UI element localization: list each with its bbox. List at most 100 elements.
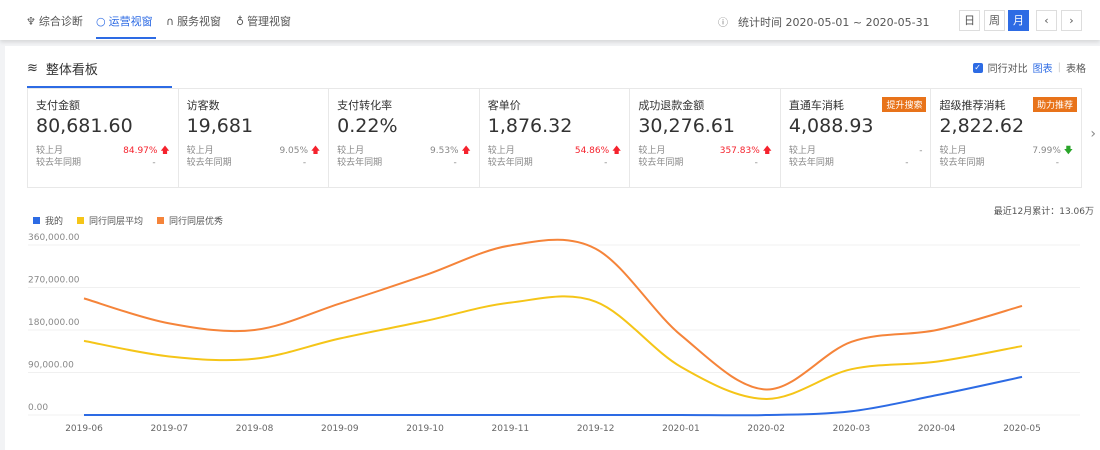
x-tick-label: 2019-10 xyxy=(406,424,444,434)
y-tick-label: 270,000.00 xyxy=(28,276,80,286)
metric-value: 30,276.61 xyxy=(638,115,736,137)
metric-card[interactable]: 访客数 19,681 较上月 9.05% 🡅 较去年同期 - xyxy=(179,89,330,187)
mom-value: 84.97% xyxy=(123,146,158,156)
tab-management[interactable]: ♁ 管理视窗 xyxy=(236,14,292,29)
yoy-value: - xyxy=(754,158,758,168)
mom-value: 54.86% xyxy=(574,146,610,156)
mom-label: 较上月 xyxy=(487,146,515,156)
compare-label: 同行对比 xyxy=(987,64,1028,75)
metric-card[interactable]: 直通车消耗 提升搜索 4,088.93 较上月 - 较去年同期 - xyxy=(781,89,932,187)
legend-item[interactable]: 我的 xyxy=(33,214,63,227)
x-tick-label: 2020-03 xyxy=(833,424,871,434)
promo-badge[interactable]: 提升搜索 xyxy=(882,97,927,112)
yoy-label: 较去年同期 xyxy=(36,158,82,168)
arrow-up-icon: 🡅 xyxy=(157,146,170,156)
x-tick-label: 2019-09 xyxy=(321,424,359,434)
next-button[interactable]: › xyxy=(1061,10,1082,31)
metric-card[interactable]: 客单价 1,876.32 较上月 54.86% 🡅 较去年同期 - xyxy=(480,89,631,187)
yoy-label: 较去年同期 xyxy=(186,158,232,168)
metric-card[interactable]: 支付金额 80,681.60 较上月 84.97% 🡅 较去年同期 - xyxy=(28,89,179,187)
metric-label: 支付金额 xyxy=(36,99,80,112)
metric-label: 访客数 xyxy=(186,99,220,112)
metric-value: 19,681 xyxy=(186,115,254,137)
mom-label: 较上月 xyxy=(36,146,64,156)
arrow-up-icon: 🡅 xyxy=(609,146,622,156)
active-tab-indicator xyxy=(96,37,156,39)
yoy-label: 较去年同期 xyxy=(487,158,533,168)
info-icon[interactable]: ⓘ xyxy=(718,18,728,29)
yoy-value: - xyxy=(905,158,909,168)
yoy-value: - xyxy=(302,158,307,168)
panel-title: 整体看板 xyxy=(45,63,98,78)
yoy-value: - xyxy=(604,158,608,168)
legend-item[interactable]: 同行同层平均 xyxy=(77,214,143,227)
chart-total: 最近12月累计：13.06万 xyxy=(993,207,1094,217)
mom-label: 较上月 xyxy=(939,146,967,156)
chart-view-link[interactable]: 图表 xyxy=(1032,64,1053,75)
yoy-label: 较去年同期 xyxy=(638,158,684,168)
mom-value: 9.53% xyxy=(430,146,459,156)
promo-badge[interactable]: 助力推荐 xyxy=(1033,97,1078,112)
month-button[interactable]: 月 xyxy=(1008,10,1029,31)
separator: | xyxy=(1057,62,1061,73)
bell-icon: ♁ xyxy=(236,14,245,28)
metric-card[interactable]: 成功退款金额 30,276.61 较上月 357.83% 🡅 较去年同期 - xyxy=(630,89,781,187)
metric-label: 成功退款金额 xyxy=(638,99,705,112)
y-tick-label: 90,000.00 xyxy=(28,361,74,371)
legend-swatch xyxy=(157,217,165,224)
arrow-up-icon: 🡅 xyxy=(308,146,321,156)
x-tick-label: 2020-01 xyxy=(662,424,700,434)
metric-value: 80,681.60 xyxy=(36,115,133,137)
metric-label: 超级推荐消耗 xyxy=(939,99,1006,112)
y-tick-label: 0.00 xyxy=(28,403,48,413)
series-line xyxy=(83,238,1023,391)
table-view-link[interactable]: 表格 xyxy=(1066,64,1086,75)
legend-swatch xyxy=(33,217,40,224)
series-line xyxy=(83,295,1023,400)
tab-diagnosis[interactable]: ♆ 综合诊断 xyxy=(26,14,83,29)
week-button[interactable]: 周 xyxy=(984,10,1005,31)
arrow-up-icon: 🡅 xyxy=(759,146,772,156)
layers-icon: ≋ xyxy=(27,61,38,76)
metric-cards: 支付金额 80,681.60 较上月 84.97% 🡅 较去年同期 - 访客数 19,68… xyxy=(27,88,1082,188)
x-tick-label: 2019-08 xyxy=(236,424,274,434)
metric-value: 4,088.93 xyxy=(788,115,874,137)
mom-value: - xyxy=(919,146,923,156)
series-line xyxy=(84,375,1023,417)
prev-button[interactable]: ‹ xyxy=(1036,10,1057,31)
x-tick-label: 2019-12 xyxy=(577,424,615,434)
yoy-label: 较去年同期 xyxy=(788,158,834,168)
x-tick-label: 2020-04 xyxy=(918,424,956,434)
y-tick-label: 360,000.00 xyxy=(28,233,80,243)
y-tick-label: 180,000.00 xyxy=(28,318,80,328)
x-tick-label: 2019-07 xyxy=(150,424,188,434)
metric-card[interactable]: 支付转化率 0.22% 较上月 9.53% 🡅 较去年同期 - xyxy=(329,89,480,187)
metric-label: 直通车消耗 xyxy=(788,99,844,112)
headset-icon: ∩ xyxy=(166,14,175,28)
tab-operations[interactable]: ○ 运营视窗 xyxy=(96,14,153,29)
mom-label: 较上月 xyxy=(638,146,666,156)
yoy-value: - xyxy=(152,158,156,168)
yoy-value: - xyxy=(453,158,457,168)
x-tick-label: 2020-05 xyxy=(1003,424,1041,434)
compare-checkbox[interactable]: ✓ xyxy=(972,62,983,73)
legend-item[interactable]: 同行同层优秀 xyxy=(157,214,223,227)
arrow-up-icon: 🡅 xyxy=(458,146,471,156)
yoy-value: - xyxy=(1055,158,1060,168)
mom-label: 较上月 xyxy=(186,146,214,156)
day-button[interactable]: 日 xyxy=(959,10,980,31)
title-underline xyxy=(27,86,172,89)
metric-label: 支付转化率 xyxy=(337,99,393,112)
metric-value: 1,876.32 xyxy=(487,115,573,137)
metric-card[interactable]: 超级推荐消耗 助力推荐 2,822.62 较上月 7.99% 🡇 较去年同期 - xyxy=(931,89,1081,187)
x-tick-label: 2020-02 xyxy=(747,424,785,434)
metric-label: 客单价 xyxy=(487,99,521,112)
cards-next-icon[interactable]: › xyxy=(1090,126,1096,142)
tab-service[interactable]: ∩ 服务视窗 xyxy=(166,14,222,29)
date-range: 统计时间 2020-05-01 ~ 2020-05-31 xyxy=(738,16,930,29)
overview-panel: ≋ 整体看板 ✓ 同行对比 图表 | 表格 支付金额 80,681.60 较上月 84… xyxy=(5,46,1100,450)
mom-label: 较上月 xyxy=(788,146,816,156)
diagnosis-icon: ♆ xyxy=(26,14,36,28)
mom-value: 357.83% xyxy=(719,146,760,156)
